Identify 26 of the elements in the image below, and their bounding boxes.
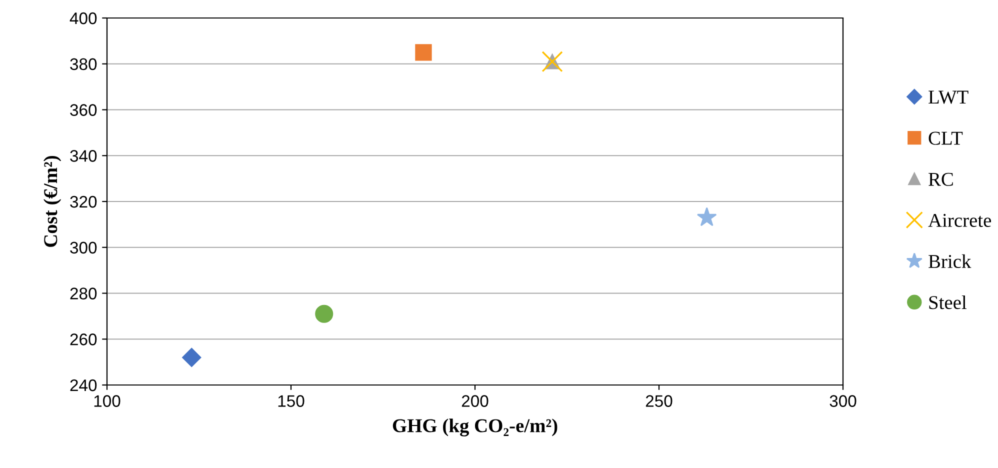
x-tick-label: 100	[94, 395, 120, 407]
legend-label: Brick	[928, 254, 972, 268]
legend-label: Aircrete	[928, 214, 992, 227]
y-tick-label: 320	[70, 196, 97, 208]
x-tick-label: 200	[462, 395, 488, 407]
legend-label: Steel	[929, 295, 966, 310]
y-tick-label: 280	[70, 288, 97, 300]
point	[315, 304, 334, 323]
legend-label: CLT	[928, 132, 963, 145]
y-tick-label: 400	[70, 12, 97, 24]
y-tick-label: 360	[70, 104, 97, 116]
x-tick-label: 250	[646, 395, 672, 407]
x-axis-title: GHG (kg CO₂-e/m²)	[392, 418, 558, 436]
y-tick-label: 240	[70, 379, 97, 392]
point	[696, 207, 717, 226]
point	[182, 348, 202, 368]
y-tick-label: 340	[70, 150, 97, 162]
x-tick-label: 300	[830, 395, 856, 407]
y-tick-label: 380	[70, 58, 97, 70]
legend-label: RC	[928, 172, 953, 186]
x-tick-label: 150	[278, 395, 304, 407]
y-tick-label: 260	[70, 334, 97, 346]
y-tick-label: 300	[70, 242, 97, 254]
legend-label: LWT	[928, 90, 968, 104]
point	[415, 44, 432, 61]
y-axis-title: Cost (€/m²)	[44, 156, 62, 247]
